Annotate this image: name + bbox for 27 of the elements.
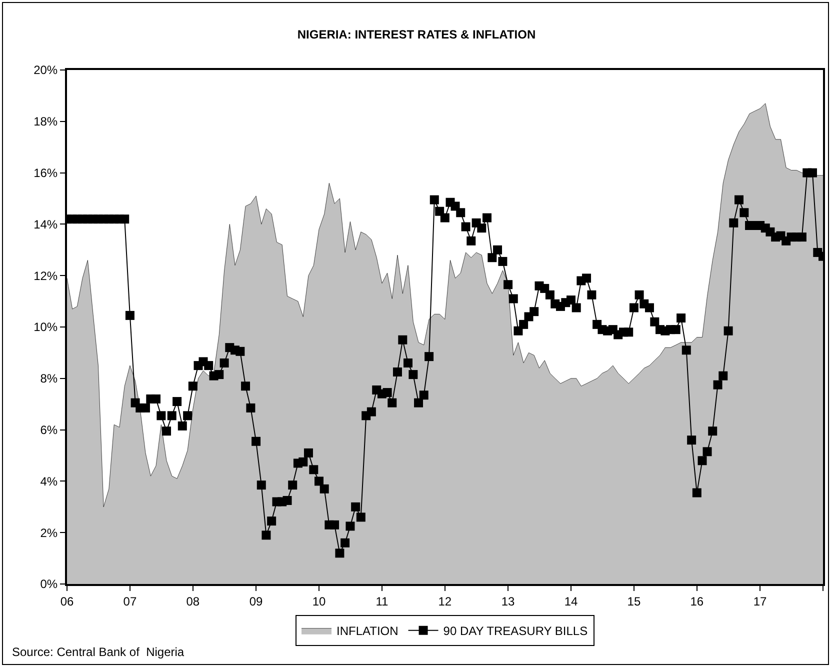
x-tick-label: 13	[501, 594, 516, 608]
x-tick-label: 09	[249, 594, 264, 608]
legend-label: INFLATION	[336, 624, 398, 638]
x-tick-label: 06	[60, 594, 74, 608]
y-tick-label: 2%	[40, 526, 58, 540]
x-tick-label: 14	[564, 594, 578, 608]
y-tick-label: 8%	[40, 372, 58, 386]
x-tick-label: 11	[376, 594, 389, 608]
x-tick-label: 15	[627, 594, 641, 608]
x-tick-label: 10	[312, 594, 326, 608]
chart-title: NIGERIA: INTEREST RATES & INFLATION	[297, 28, 536, 42]
y-tick-label: 14%	[34, 217, 58, 232]
source-note: Source: Central Bank of Nigeria	[12, 645, 184, 659]
y-tick-label: 12%	[34, 268, 58, 283]
legend-label: 90 DAY TREASURY BILLS	[443, 624, 588, 638]
y-tick-label: 0%	[40, 577, 58, 592]
x-tick-label: 16	[690, 594, 704, 608]
x-tick-label: 07	[123, 594, 137, 608]
y-tick-label: 18%	[34, 114, 58, 129]
x-tick-label: 08	[186, 594, 200, 608]
y-tick-label: 16%	[34, 166, 58, 180]
x-tick-label: 12	[438, 594, 452, 608]
y-tick-label: 10%	[34, 320, 58, 334]
y-tick-label: 20%	[34, 63, 58, 78]
y-tick-label: 4%	[40, 474, 58, 488]
y-tick-label: 6%	[40, 423, 58, 437]
x-tick-label: 17	[753, 594, 768, 608]
